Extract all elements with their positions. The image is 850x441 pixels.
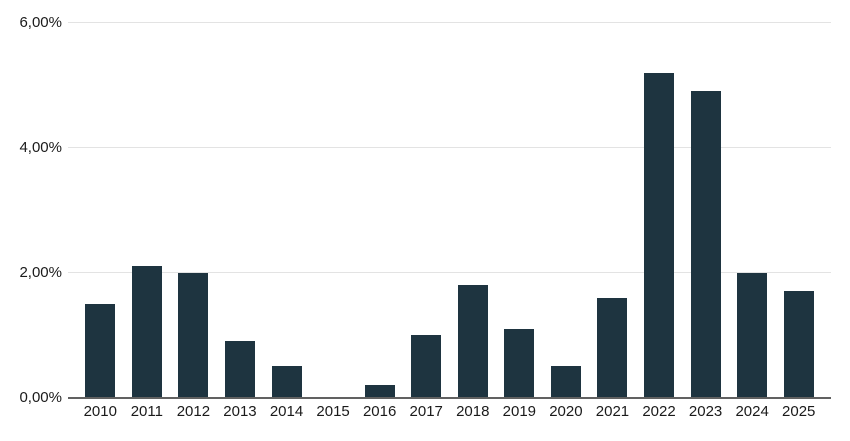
x-axis-tick-label: 2022 <box>642 403 676 420</box>
y-axis-tick-label: 6,00% <box>19 13 62 31</box>
x-axis-tick-label: 2017 <box>409 403 443 420</box>
x-axis-tick-label: 2016 <box>362 403 397 420</box>
bar-2022 <box>644 72 675 398</box>
y-axis-tick-label: 4,00% <box>19 138 62 156</box>
bar-2023 <box>690 91 721 398</box>
x-axis-tick-label: 2024 <box>735 403 769 420</box>
x-axis-tick-label: 2013 <box>223 403 257 420</box>
bar-2024 <box>737 272 768 398</box>
y-axis-tick-label: 0,00% <box>19 388 62 406</box>
bar-2014 <box>271 366 302 398</box>
bar-2010 <box>85 303 116 398</box>
x-axis-tick-label: 2019 <box>502 403 537 420</box>
bar-2013 <box>224 341 255 398</box>
bar-2018 <box>457 285 488 398</box>
bar-2025 <box>783 291 814 398</box>
bar-2011 <box>131 266 162 398</box>
bar-2017 <box>411 335 442 398</box>
y-axis-tick-label: 2,00% <box>19 263 62 281</box>
gridline-2,00% <box>68 272 831 273</box>
gridline-4,00% <box>68 147 831 148</box>
x-axis-tick-label: 2025 <box>782 403 816 420</box>
x-axis-tick-label: 2010 <box>83 403 117 420</box>
x-axis-tick-label: 2021 <box>595 403 630 420</box>
gridline-6,00% <box>68 22 831 23</box>
x-axis-tick-label: 2020 <box>549 403 583 420</box>
bar-2021 <box>597 297 628 398</box>
x-axis-tick-label: 2015 <box>316 403 350 420</box>
x-axis-tick-label: 2018 <box>456 403 490 420</box>
bar-2019 <box>504 328 535 398</box>
bar-2020 <box>550 366 581 398</box>
x-axis-tick-label: 2023 <box>688 403 723 420</box>
bar-2016 <box>364 385 395 398</box>
x-axis-tick-label: 2011 <box>130 403 163 420</box>
x-axis-tick-label: 2012 <box>176 403 211 420</box>
bar-2012 <box>178 272 209 398</box>
x-axis-line <box>68 396 831 399</box>
x-axis-tick-label: 2014 <box>269 403 304 420</box>
